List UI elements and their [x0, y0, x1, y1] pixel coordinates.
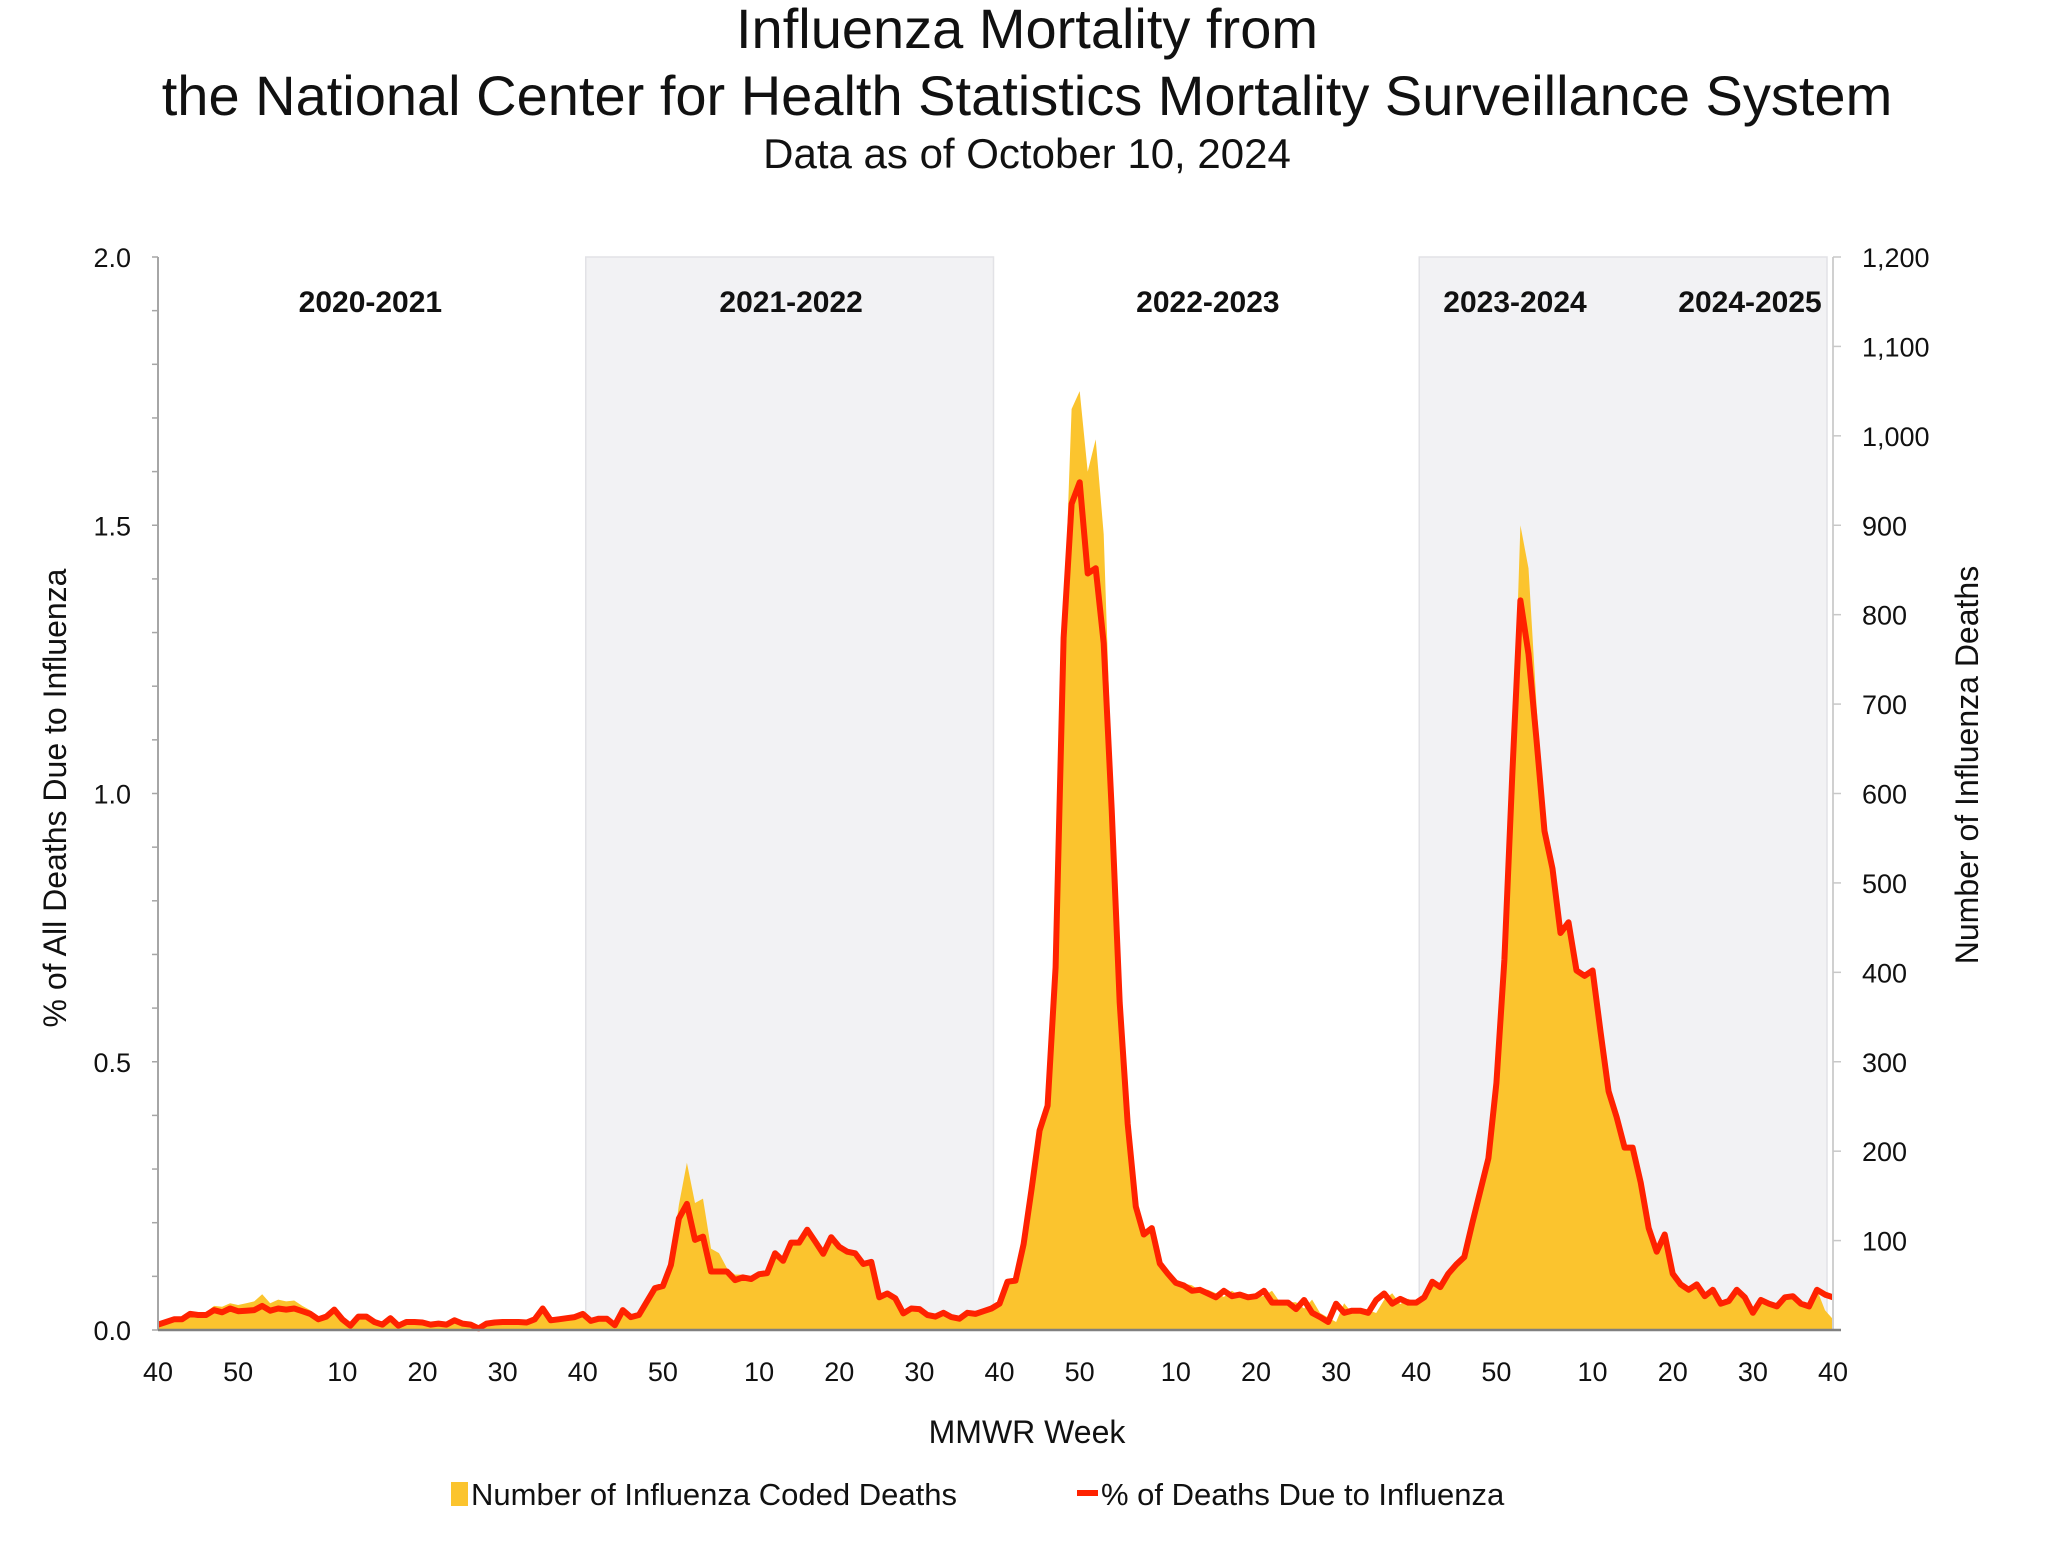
x-tick-label: 10 [327, 1357, 357, 1387]
x-tick-label: 20 [1241, 1357, 1271, 1387]
right-tick-label: 1,200 [1862, 243, 1930, 273]
x-tick-label: 30 [904, 1357, 934, 1387]
legend-label-percent: % of Deaths Due to Influenza [1101, 1477, 1505, 1512]
x-tick-label: 50 [223, 1357, 253, 1387]
left-tick-label: 0.0 [93, 1316, 131, 1346]
left-tick-label: 2.0 [93, 243, 131, 273]
left-tick-label: 1.5 [93, 511, 131, 541]
x-tick-label: 40 [568, 1357, 598, 1387]
x-tick-label: 50 [648, 1357, 678, 1387]
left-tick-label: 0.5 [93, 1048, 131, 1078]
chart-title-line2: the National Center for Health Statistic… [162, 64, 1892, 127]
x-tick-label: 10 [1161, 1357, 1191, 1387]
right-tick-label: 100 [1862, 1227, 1907, 1257]
x-tick-label: 40 [984, 1357, 1014, 1387]
season-label: 2024-2025 [1678, 286, 1821, 319]
legend-area-swatch [451, 1482, 468, 1506]
right-tick-label: 1,100 [1862, 332, 1930, 362]
x-tick-label: 20 [1658, 1357, 1688, 1387]
left-y-axis-title: % of All Deaths Due to Influenza [37, 568, 73, 1027]
season-label: 2023-2024 [1443, 286, 1587, 319]
x-tick-label: 50 [1481, 1357, 1511, 1387]
x-tick-label: 40 [143, 1357, 173, 1387]
season-shade-2021-2022 [586, 257, 994, 1330]
right-tick-label: 200 [1862, 1137, 1907, 1167]
right-tick-label: 700 [1862, 690, 1907, 720]
right-tick-label: 300 [1862, 1048, 1907, 1078]
right-tick-label: 900 [1862, 511, 1907, 541]
x-tick-label: 30 [1738, 1357, 1768, 1387]
season-label: 2021-2022 [719, 286, 862, 319]
season-label: 2020-2021 [299, 286, 442, 319]
x-tick-label: 20 [407, 1357, 437, 1387]
x-tick-label: 20 [824, 1357, 854, 1387]
x-axis-title: MMWR Week [929, 1414, 1127, 1450]
x-tick-label: 40 [1818, 1357, 1848, 1387]
left-tick-label: 1.0 [93, 780, 131, 810]
right-y-axis-title: Number of Influenza Deaths [1949, 566, 1985, 964]
legend-label-deaths: Number of Influenza Coded Deaths [471, 1477, 957, 1512]
right-tick-label: 600 [1862, 780, 1907, 810]
season-label: 2022-2023 [1136, 286, 1279, 319]
x-tick-label: 30 [1321, 1357, 1351, 1387]
x-tick-label: 30 [488, 1357, 518, 1387]
chart-subtitle: Data as of October 10, 2024 [763, 130, 1291, 177]
x-tick-label: 10 [1578, 1357, 1608, 1387]
chart-title-line1: Influenza Mortality from [736, 0, 1318, 60]
right-tick-label: 400 [1862, 958, 1907, 988]
right-tick-label: 1,000 [1862, 422, 1930, 452]
x-tick-label: 50 [1065, 1357, 1095, 1387]
x-tick-label: 40 [1401, 1357, 1431, 1387]
x-tick-label: 10 [744, 1357, 774, 1387]
right-tick-label: 500 [1862, 869, 1907, 899]
right-tick-label: 800 [1862, 601, 1907, 631]
